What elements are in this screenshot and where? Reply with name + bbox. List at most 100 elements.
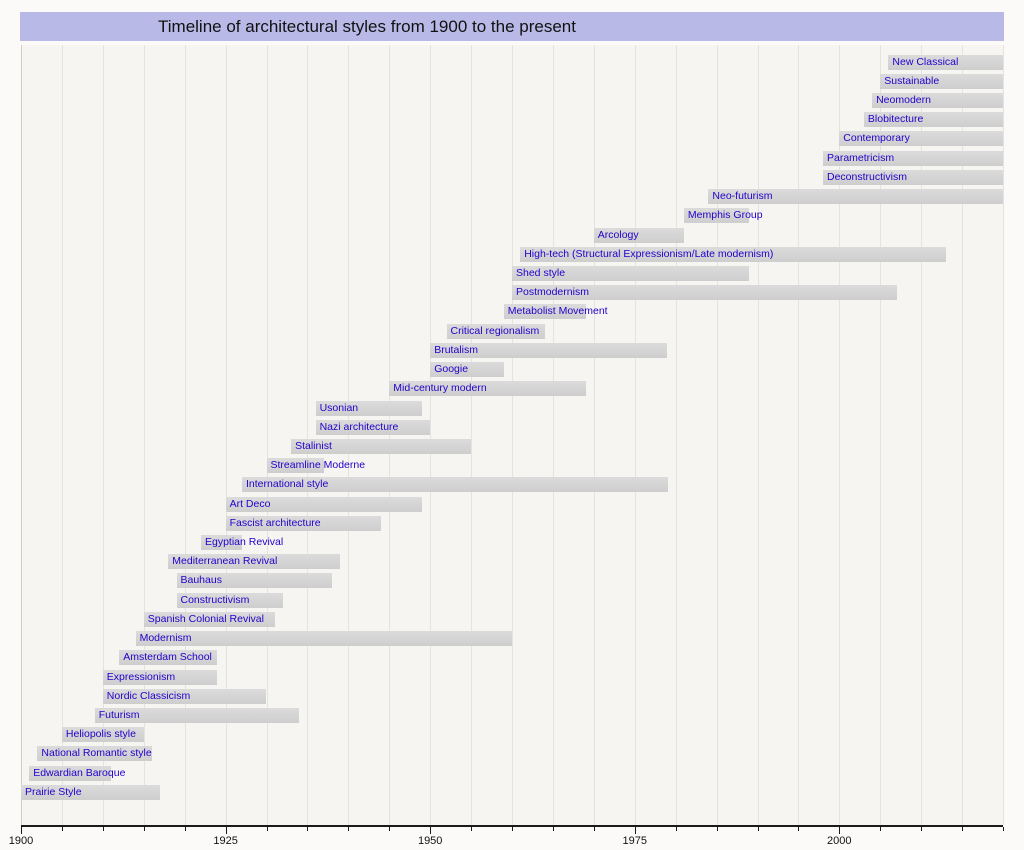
timeline-bar bbox=[430, 362, 504, 377]
axis-major-tick bbox=[225, 827, 227, 834]
axis-minor-tick bbox=[61, 827, 63, 831]
style-label[interactable]: Sustainable bbox=[884, 74, 940, 87]
axis-minor-tick bbox=[471, 827, 473, 831]
timeline-bar bbox=[119, 650, 218, 666]
timeline-bar bbox=[176, 573, 332, 589]
axis-minor-tick bbox=[675, 827, 677, 831]
style-label[interactable]: Heliopolis style bbox=[65, 728, 136, 741]
timeline-bar bbox=[291, 438, 472, 454]
gridline bbox=[675, 45, 677, 825]
axis-major-tick bbox=[839, 827, 841, 834]
style-label[interactable]: Futurism bbox=[98, 709, 140, 721]
timeline-bar bbox=[512, 285, 897, 301]
timeline-bar bbox=[503, 304, 586, 320]
style-label[interactable]: Memphis Group bbox=[687, 209, 763, 222]
timeline-bar bbox=[512, 265, 750, 281]
gridline bbox=[634, 45, 636, 825]
gridline bbox=[512, 45, 513, 825]
timeline-bar bbox=[266, 458, 324, 474]
gridline bbox=[21, 45, 22, 825]
gridline bbox=[757, 45, 759, 825]
style-label[interactable]: Nazi architecture bbox=[319, 420, 399, 433]
style-label[interactable]: Modernism bbox=[139, 632, 192, 645]
axis-tick-label: 2000 bbox=[827, 835, 852, 847]
axis-minor-tick bbox=[307, 827, 309, 831]
style-label[interactable]: Constructivism bbox=[180, 593, 250, 606]
axis-minor-tick bbox=[757, 827, 759, 831]
style-label[interactable]: Critical regionalism bbox=[450, 324, 540, 337]
timeline-bar bbox=[880, 73, 1004, 89]
axis-major-tick bbox=[430, 827, 432, 834]
style-label[interactable]: Bauhaus bbox=[180, 574, 222, 587]
timeline-bar bbox=[315, 400, 422, 416]
style-label[interactable]: Postmodernism bbox=[516, 286, 589, 299]
style-label[interactable]: Expressionism bbox=[106, 670, 176, 683]
timeline-bar bbox=[389, 381, 586, 397]
gridline bbox=[225, 45, 227, 825]
style-label[interactable]: Art Deco bbox=[229, 497, 271, 510]
timeline-bar bbox=[430, 342, 668, 358]
timeline-bar bbox=[201, 535, 242, 550]
style-label[interactable]: Googie bbox=[434, 363, 469, 375]
style-label[interactable]: Edwardian Baroque bbox=[33, 766, 126, 779]
axis-minor-tick bbox=[102, 827, 104, 831]
style-label[interactable]: Arcology bbox=[597, 228, 639, 241]
style-label[interactable]: Fascist architecture bbox=[229, 516, 321, 529]
style-label[interactable]: Streamline Moderne bbox=[270, 459, 366, 472]
axis-minor-tick bbox=[184, 827, 186, 831]
style-label[interactable]: Parametricism bbox=[827, 151, 895, 164]
style-label[interactable]: Nordic Classicism bbox=[106, 689, 191, 702]
style-label[interactable]: Neo-futurism bbox=[712, 190, 773, 202]
timeline-bar bbox=[168, 554, 341, 570]
style-label[interactable]: Amsterdam School bbox=[123, 651, 212, 664]
axis-minor-tick bbox=[512, 827, 513, 831]
style-label[interactable]: International style bbox=[246, 478, 329, 491]
axis-minor-tick bbox=[962, 827, 964, 831]
style-label[interactable]: New Classical bbox=[892, 55, 959, 68]
gridline bbox=[839, 45, 841, 825]
timeline-bar bbox=[29, 765, 111, 781]
timeline-bar bbox=[839, 131, 1003, 147]
axis-tick-label: 1975 bbox=[622, 835, 648, 847]
timeline-bar bbox=[823, 169, 1003, 185]
style-label[interactable]: Shed style bbox=[516, 266, 566, 279]
timeline-bar bbox=[37, 746, 152, 762]
style-label[interactable]: Prairie Style bbox=[25, 785, 82, 798]
gridline bbox=[552, 45, 554, 825]
style-label[interactable]: Blobitecture bbox=[867, 113, 924, 126]
style-label[interactable]: Spanish Colonial Revival bbox=[147, 612, 264, 625]
gridline bbox=[962, 45, 964, 825]
style-label[interactable]: Usonian bbox=[319, 401, 359, 414]
gridline bbox=[593, 45, 595, 825]
gridline bbox=[266, 45, 268, 825]
gridline bbox=[921, 45, 923, 825]
timeline-bar bbox=[520, 246, 946, 262]
gridline bbox=[61, 45, 63, 825]
style-label[interactable]: National Romantic style bbox=[41, 747, 152, 760]
time-axis bbox=[21, 825, 1003, 827]
style-label[interactable]: Mid-century modern bbox=[393, 382, 487, 395]
style-label[interactable]: Neomodern bbox=[876, 93, 931, 106]
style-label[interactable]: High-tech (Structural Expressionism/Late… bbox=[524, 247, 774, 260]
axis-minor-tick bbox=[716, 827, 718, 831]
gridline bbox=[102, 45, 104, 825]
timeline-bar bbox=[446, 323, 545, 339]
timeline-bar bbox=[872, 92, 1003, 108]
axis-minor-tick bbox=[348, 827, 350, 831]
timeline-bar bbox=[593, 227, 684, 243]
style-label[interactable]: Stalinist bbox=[295, 439, 332, 452]
gridline bbox=[307, 45, 309, 825]
timeline-bar bbox=[242, 477, 668, 493]
style-label[interactable]: Metabolist Movement bbox=[507, 305, 608, 318]
gridline bbox=[430, 45, 432, 825]
style-label[interactable]: Contemporary bbox=[843, 132, 910, 145]
style-label[interactable]: Deconstructivism bbox=[827, 170, 907, 183]
style-label[interactable]: Mediterranean Revival bbox=[172, 555, 278, 568]
axis-tick-label: 1900 bbox=[8, 835, 34, 847]
style-label[interactable]: Egyptian Revival bbox=[205, 536, 284, 548]
timeline-bar bbox=[225, 515, 382, 531]
style-label[interactable]: Brutalism bbox=[434, 343, 478, 356]
gridline bbox=[798, 45, 800, 825]
gridline bbox=[716, 45, 718, 825]
axis-major-tick bbox=[21, 827, 22, 834]
